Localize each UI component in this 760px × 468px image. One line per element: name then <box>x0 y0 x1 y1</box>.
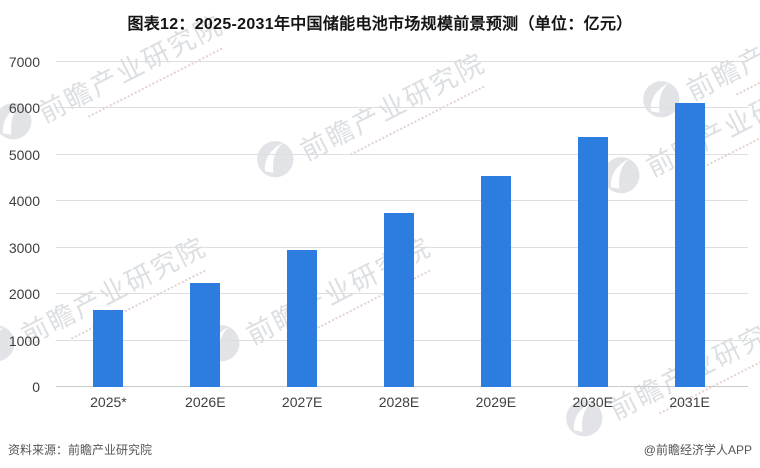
x-axis-category-label: 2028E <box>378 394 420 410</box>
bar-slot <box>351 62 448 387</box>
y-axis-tick-label: 1000 <box>8 332 40 349</box>
source-note: 资料来源：前瞻产业研究院 <box>8 443 153 457</box>
y-axis-tick-label: 3000 <box>8 239 40 256</box>
gridline <box>56 200 748 202</box>
y-axis-tick-label: 6000 <box>8 100 40 117</box>
x-axis-category-label: 2031E <box>669 394 710 410</box>
y-axis-tick-label: 4000 <box>8 193 40 210</box>
x-axis-category-label: 2026E <box>185 394 226 410</box>
bar-slot <box>254 62 351 387</box>
bar-slot <box>447 62 544 387</box>
footer: 资料来源：前瞻产业研究院 @前瞻经济学人APP <box>8 441 752 458</box>
bar-slot <box>641 62 738 387</box>
x-axis-category-label: 2027E <box>281 394 323 410</box>
bar <box>190 282 221 387</box>
bar <box>674 102 705 387</box>
chart-title: 图表12：2025-2031年中国储能电池市场规模前景预测（单位：亿元） <box>127 16 633 33</box>
gridline <box>56 107 748 109</box>
x-axis-category-label: 2030E <box>572 394 613 410</box>
x-axis-category-label: 2029E <box>475 394 517 410</box>
y-axis-tick-label: 5000 <box>8 146 40 163</box>
y-axis-tick-label: 7000 <box>8 54 40 70</box>
x-axis-category-label: 2025* <box>90 394 127 410</box>
x-axis: 2025* 2026E 2027E 2028E 2029E 2030E 2031E <box>60 394 738 410</box>
y-axis-tick-label: 0 <box>32 379 40 395</box>
y-axis-tick-label: 2000 <box>8 286 40 303</box>
gridline <box>56 153 748 155</box>
y-axis: 0 1000 2000 3000 4000 5000 6000 7000 <box>0 54 46 395</box>
bar <box>93 310 124 387</box>
bar <box>480 175 511 387</box>
bar-series <box>60 62 738 387</box>
bar <box>577 136 608 387</box>
bar <box>287 249 318 387</box>
bar-slot <box>544 62 641 387</box>
plot-area <box>56 61 748 387</box>
credit-note: @前瞻经济学人APP <box>643 443 752 457</box>
gridline <box>56 61 748 62</box>
bar-slot <box>60 62 157 387</box>
bar-slot <box>157 62 254 387</box>
bar <box>384 212 414 387</box>
